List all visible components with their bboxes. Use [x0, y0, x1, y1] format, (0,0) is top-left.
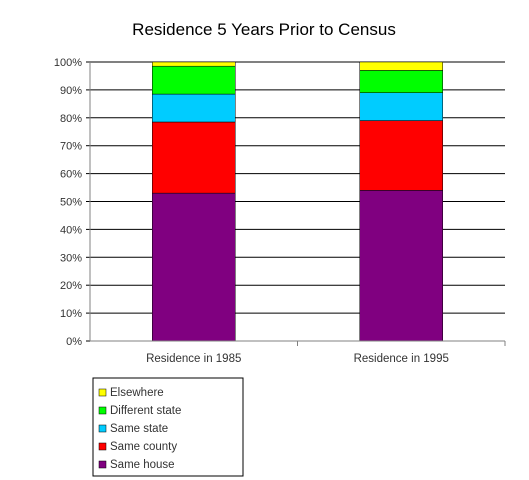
bar-segment: [359, 120, 443, 191]
y-tick-label: 0%: [66, 336, 82, 348]
y-tick-label: 40%: [60, 224, 82, 236]
bar-segment: [359, 70, 443, 93]
legend: Elsewhere Different state Same state Same c…: [92, 377, 244, 477]
legend-box: [92, 377, 244, 477]
axes: [89, 62, 506, 346]
y-tick-label: 100%: [54, 57, 82, 69]
y-tick-label: 20%: [60, 280, 82, 292]
chart-title: Residence 5 Years Prior to Census: [132, 20, 396, 39]
bar-segment: [359, 92, 443, 121]
bar-segment: [152, 192, 236, 342]
legend-label: Different state: [110, 405, 181, 417]
y-tick-label: 70%: [60, 141, 82, 153]
legend-swatch: [98, 406, 107, 415]
y-axis-tick-labels: 0% 10% 20% 30% 40% 50% 60% 70% 80% 90% 100%: [54, 57, 82, 348]
bar-segment: [359, 61, 443, 71]
legend-swatch: [98, 388, 107, 397]
bar-segment: [152, 61, 236, 67]
legend-label: Same county: [110, 441, 177, 453]
bar-segment: [359, 190, 443, 342]
x-category-label: Residence in 1995: [354, 353, 449, 365]
y-tick-label: 50%: [60, 197, 82, 209]
legend-swatch: [98, 442, 107, 451]
bar-segment: [152, 65, 236, 95]
bar-segment: [152, 121, 236, 194]
y-tick-label: 10%: [60, 308, 82, 320]
y-tick-label: 90%: [60, 85, 82, 97]
legend-swatch: [98, 460, 107, 469]
legend-label: Same state: [110, 423, 168, 435]
x-axis-category-labels: Residence in 1985 Residence in 1995: [146, 353, 449, 365]
x-category-label: Residence in 1985: [146, 353, 241, 365]
legend-swatch: [98, 424, 107, 433]
y-tick-label: 60%: [60, 169, 82, 181]
bars: [152, 61, 443, 342]
legend-label: Same house: [110, 459, 175, 471]
legend-label: Elsewhere: [110, 387, 164, 399]
y-tick-label: 30%: [60, 252, 82, 264]
y-tick-label: 80%: [60, 113, 82, 125]
bar-segment: [152, 93, 236, 123]
